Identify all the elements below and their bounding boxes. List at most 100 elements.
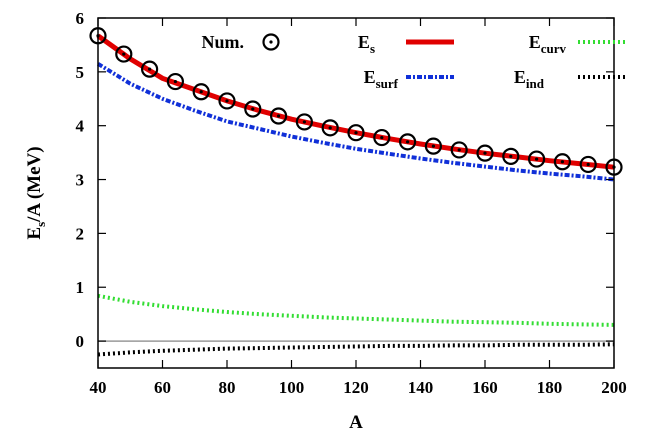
data-point-dot: [328, 126, 332, 130]
legend-label-main: E: [364, 67, 376, 87]
y-tick-label: 6: [76, 9, 85, 28]
legend-label: Esurf: [364, 67, 399, 91]
x-tick-label: 160: [472, 378, 498, 397]
data-point-ring: [166, 72, 184, 91]
data-point-dot: [509, 154, 513, 158]
data-point: [373, 128, 391, 147]
legend-symbol: [262, 33, 280, 51]
plot-frame: [97, 17, 615, 369]
data-point-ring: [115, 45, 133, 63]
y-tick-label: 3: [76, 171, 85, 190]
data-point-dot: [122, 52, 126, 56]
data-point: [502, 147, 520, 165]
y-tick-label: 0: [76, 332, 85, 351]
data-point-dot: [251, 107, 255, 111]
legend-label: Ecurv: [529, 32, 567, 56]
data-point-dot: [225, 99, 229, 103]
legend-entry-ecurv: Ecurv: [529, 32, 626, 56]
data-point-dot: [431, 144, 435, 148]
legend-label-sub: s: [370, 41, 375, 56]
data-point-dot: [406, 140, 410, 144]
data-point-ring: [476, 144, 494, 162]
data-point-dot: [586, 162, 590, 167]
legend-entry-es: Es: [358, 32, 454, 56]
data-point-ring: [244, 100, 262, 118]
x-tick-label: 100: [279, 378, 305, 397]
data-point: [115, 45, 133, 63]
data-point: [424, 137, 442, 155]
data-point: [321, 119, 339, 137]
data-point: [192, 83, 210, 101]
data-point: [295, 113, 313, 131]
series-line-esurf: [96, 62, 615, 182]
y-tick-label: 5: [76, 63, 85, 82]
legend-label-main: E: [358, 32, 370, 52]
data-point-dot: [354, 131, 358, 135]
legend-label-main: E: [529, 32, 541, 52]
data-point: [270, 107, 288, 125]
data-point-ring: [270, 107, 288, 125]
x-tick-label: 40: [90, 378, 107, 397]
data-point: [553, 153, 572, 171]
data-point-ring: [321, 119, 339, 137]
data-point: [347, 124, 365, 142]
data-point-ring: [347, 124, 365, 142]
data-point-ring: [527, 150, 546, 168]
data-point-dot: [199, 90, 203, 94]
y-axis-title-sub: s: [33, 222, 48, 227]
data-point-dot: [277, 114, 281, 118]
data-point-dot: [535, 157, 539, 161]
data-point: [450, 141, 468, 159]
y-axis-title: Es/A (MeV): [24, 146, 48, 239]
y-axis-title-main: E: [24, 227, 45, 240]
data-point-dot: [302, 120, 306, 124]
legend-label: Es: [358, 32, 375, 56]
data-point-ring: [373, 128, 391, 147]
data-point: [218, 92, 236, 110]
series-line-ecurv: [97, 293, 615, 327]
legend-label-sub: curv: [541, 41, 567, 56]
data-point: [166, 72, 184, 91]
data-point: [141, 60, 159, 78]
data-point-ring: [502, 147, 520, 165]
data-point-ring: [218, 92, 236, 110]
y-tick-label: 1: [76, 278, 85, 297]
data-point-dot: [148, 67, 152, 71]
legend-label-main: E: [514, 67, 526, 87]
data-point-dot: [560, 160, 565, 164]
data-point-ring: [295, 113, 313, 131]
legend-label-sub: surf: [376, 76, 399, 91]
data-point-dot: [483, 151, 487, 155]
y-axis-title-rest: /A (MeV): [24, 146, 45, 222]
legend-label: Num.: [201, 32, 244, 52]
y-tick-label: 4: [76, 117, 85, 136]
x-tick-label: 120: [343, 378, 369, 397]
data-point-ring: [450, 141, 468, 159]
data-point: [476, 144, 494, 162]
legend-entry-esurf: Esurf: [364, 67, 454, 91]
data-point-ring: [141, 60, 159, 78]
x-tick-label: 180: [537, 378, 563, 397]
data-point-dot: [457, 148, 461, 152]
data-point: [399, 133, 417, 151]
data-point-dot: [173, 79, 177, 84]
x-tick-label: 200: [601, 378, 627, 397]
legend-entry-eind: Eind: [514, 67, 626, 91]
data-point-ring: [399, 133, 417, 151]
data-point-ring: [424, 137, 442, 155]
x-axis-ticks: 40 60 80 100 120 140 160 180 200: [90, 18, 627, 397]
data-point-ring: [579, 155, 597, 174]
y-axis-ticks: 0 1 2 3 4 5 6: [76, 9, 614, 351]
data-point-ring: [192, 83, 210, 101]
legend-entry-num: Num.: [201, 32, 280, 52]
legend-label: Eind: [514, 67, 545, 91]
data-point-dot: [380, 135, 384, 140]
y-tick-label: 2: [76, 224, 85, 243]
series-line-eind: [97, 342, 615, 357]
legend-label-sub: ind: [526, 76, 545, 91]
data-point-ring: [553, 153, 572, 171]
data-point: [527, 150, 546, 168]
data-point: [579, 155, 597, 174]
